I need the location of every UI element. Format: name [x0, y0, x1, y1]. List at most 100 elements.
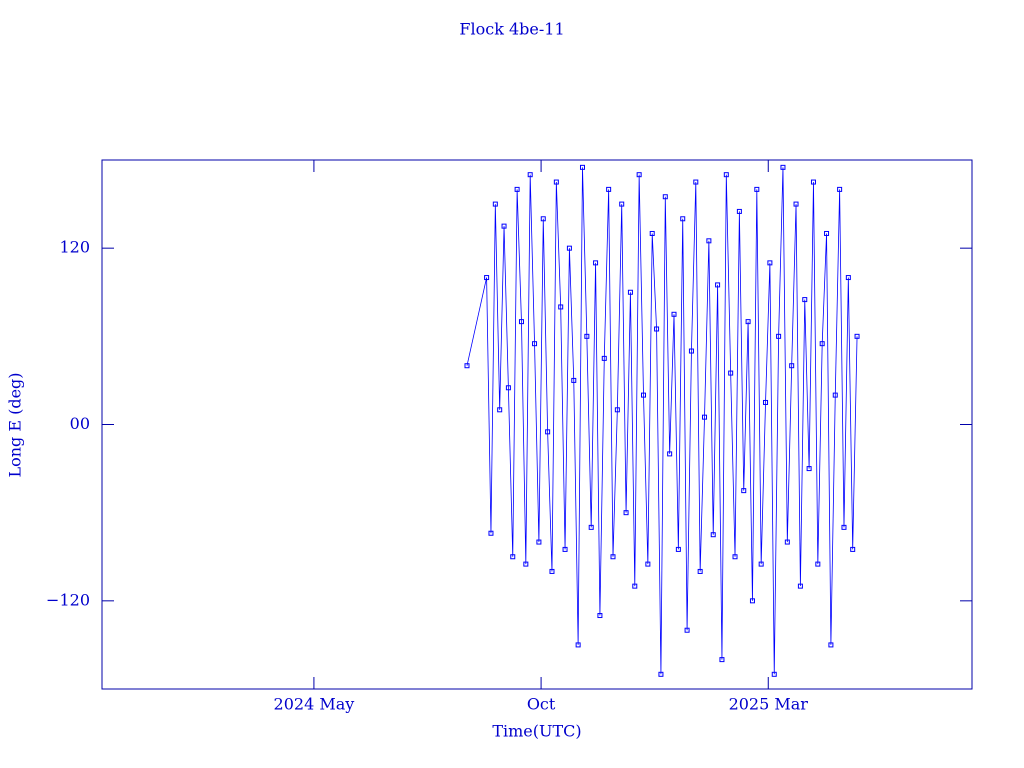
data-point	[553, 179, 559, 185]
data-point	[606, 186, 612, 192]
data-point	[797, 583, 803, 589]
data-point	[532, 341, 538, 347]
data-point	[771, 671, 777, 677]
data-point	[824, 230, 830, 236]
data-point	[619, 201, 625, 207]
data-point	[758, 561, 764, 567]
data-point	[715, 282, 721, 288]
data-point	[723, 172, 729, 178]
data-point	[688, 348, 694, 354]
data-point	[793, 201, 799, 207]
data-point	[510, 554, 516, 560]
x-tick-label: 2024 May	[274, 695, 355, 714]
data-point	[675, 546, 681, 552]
data-point	[710, 532, 716, 538]
y-tick-label: 00	[70, 414, 90, 433]
data-point	[518, 319, 524, 325]
data-point	[641, 392, 647, 398]
data-point	[741, 488, 747, 494]
data-point	[584, 333, 590, 339]
data-point	[527, 172, 533, 178]
data-point	[523, 561, 529, 567]
plot-area	[464, 164, 860, 677]
data-point	[854, 333, 860, 339]
data-point	[627, 289, 633, 295]
data-point	[632, 583, 638, 589]
data-point	[549, 568, 555, 574]
data-point	[492, 201, 498, 207]
data-point	[732, 554, 738, 560]
data-point	[610, 554, 616, 560]
data-point	[593, 260, 599, 266]
data-line	[466, 167, 858, 675]
data-point	[745, 319, 751, 325]
x-tick-label: Oct	[527, 695, 556, 714]
data-point	[780, 164, 786, 170]
data-point	[562, 546, 568, 552]
data-point	[662, 194, 668, 200]
x-axis-label: Time(UTC)	[492, 722, 581, 741]
data-point	[505, 385, 511, 391]
data-point	[571, 377, 577, 383]
data-point	[579, 164, 585, 170]
data-point	[540, 216, 546, 222]
data-point	[728, 370, 734, 376]
data-point	[749, 598, 755, 604]
chart-title: Flock 4be-11	[459, 20, 564, 39]
data-point	[566, 245, 572, 251]
data-point	[575, 642, 581, 648]
data-point	[832, 392, 838, 398]
data-point	[464, 363, 470, 369]
data-point	[837, 186, 843, 192]
data-point	[841, 524, 847, 530]
data-point	[601, 355, 607, 361]
x-tick-label: 2025 Mar	[729, 695, 809, 714]
data-point	[597, 613, 603, 619]
data-point	[697, 568, 703, 574]
data-point	[658, 671, 664, 677]
data-point	[636, 172, 642, 178]
data-point	[501, 223, 507, 229]
data-point	[614, 407, 620, 413]
data-point	[654, 326, 660, 332]
data-point	[588, 524, 594, 530]
data-point	[671, 311, 677, 317]
data-point	[719, 657, 725, 663]
data-point	[623, 510, 629, 516]
data-point	[649, 230, 655, 236]
data-point	[754, 186, 760, 192]
data-point	[702, 414, 708, 420]
y-axis-label: Long E (deg)	[6, 372, 25, 477]
data-point	[545, 429, 551, 435]
data-point	[514, 186, 520, 192]
data-point	[789, 363, 795, 369]
data-point	[806, 466, 812, 472]
data-point	[497, 407, 503, 413]
data-point	[693, 179, 699, 185]
data-point	[802, 297, 808, 303]
data-point	[736, 208, 742, 214]
data-point	[667, 451, 673, 457]
data-point	[776, 333, 782, 339]
data-point	[850, 546, 856, 552]
data-point	[828, 642, 834, 648]
data-point	[680, 216, 686, 222]
data-point	[815, 561, 821, 567]
data-point	[645, 561, 651, 567]
data-point	[819, 341, 825, 347]
data-point	[536, 539, 542, 545]
data-point	[488, 530, 494, 536]
data-point	[706, 238, 712, 244]
y-tick-label: −120	[46, 590, 90, 609]
y-tick-label: 120	[59, 238, 90, 257]
data-point	[767, 260, 773, 266]
plot-frame	[101, 159, 973, 690]
data-point	[810, 179, 816, 185]
data-point	[763, 399, 769, 405]
data-point	[845, 275, 851, 281]
data-point	[558, 304, 564, 310]
data-point	[484, 275, 490, 281]
data-point	[784, 539, 790, 545]
